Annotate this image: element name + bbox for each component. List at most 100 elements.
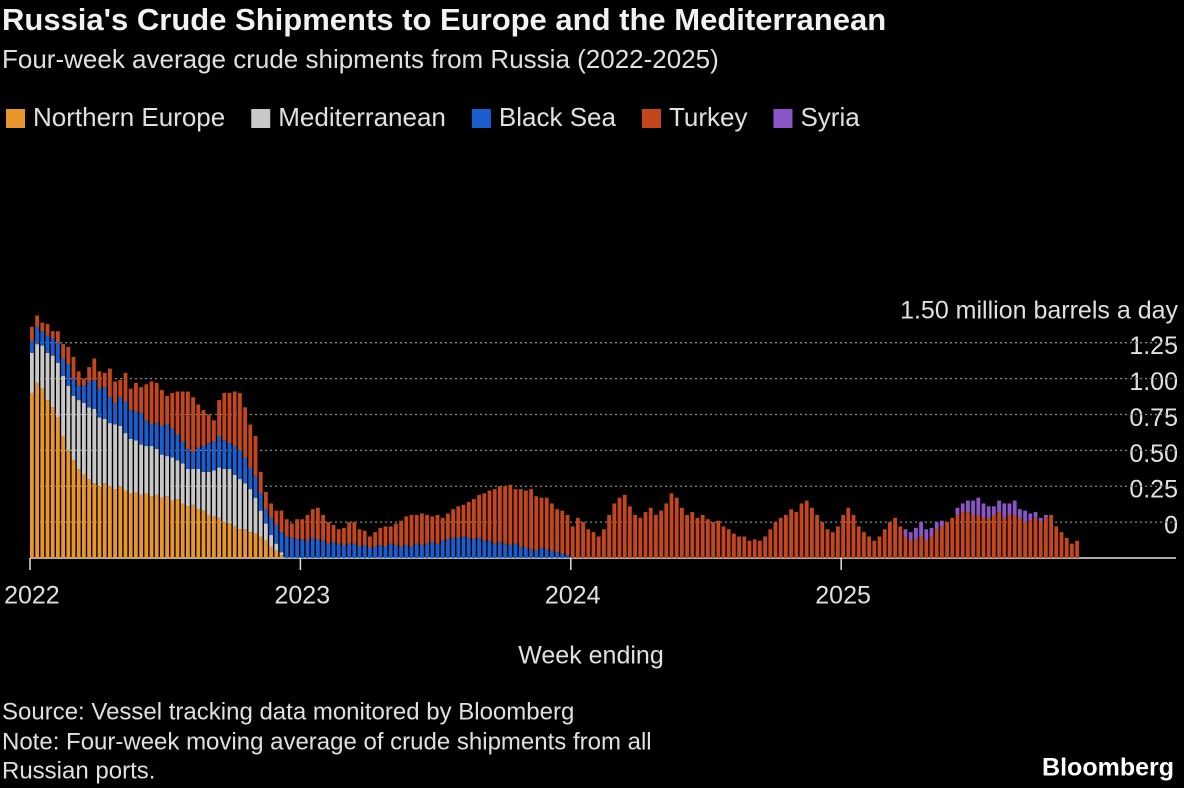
bar-segment	[316, 539, 320, 558]
bar-segment	[50, 355, 55, 408]
bar-segment	[238, 479, 242, 530]
bar-segment	[56, 331, 60, 343]
brand: Bloomberg	[1042, 754, 1174, 782]
bar-segment	[222, 469, 227, 523]
bar-segment	[394, 545, 398, 558]
bar-segment	[529, 549, 533, 558]
bar-segment	[716, 520, 721, 558]
bar-segment	[30, 352, 34, 393]
bar-segment	[659, 510, 663, 558]
bar-segment	[342, 545, 346, 558]
bar-segment	[357, 546, 362, 558]
bar-segment	[128, 388, 133, 411]
bar-segment	[425, 543, 429, 558]
bar-segment	[1028, 513, 1033, 521]
bar-segment	[279, 532, 284, 553]
bar-segment	[71, 460, 76, 558]
bar-segment	[929, 536, 934, 558]
bar-segment	[898, 526, 903, 558]
bar-segment	[633, 514, 637, 558]
bar-segment	[914, 527, 918, 540]
bar-segment	[264, 540, 268, 558]
bar-segment	[160, 390, 164, 426]
legend-swatch	[251, 109, 271, 128]
bar-segment	[1002, 517, 1007, 558]
bar-segment	[430, 542, 435, 558]
bar-segment	[1044, 517, 1048, 558]
bar-segment	[420, 513, 424, 546]
bar-segment	[1018, 509, 1022, 518]
bar-segment	[456, 537, 461, 558]
bar-segment	[144, 384, 149, 421]
bar-segment	[664, 503, 669, 558]
bar-segment	[560, 553, 565, 558]
bar-segment	[165, 424, 169, 457]
y-tick-label: 0.75	[1129, 404, 1178, 432]
bar-segment	[217, 467, 221, 518]
bar-segment	[40, 345, 45, 389]
bar-segment	[191, 504, 195, 558]
bar-segment	[123, 401, 128, 434]
bar-segment	[316, 507, 320, 540]
bar-segment	[711, 522, 715, 558]
bar-segment	[160, 454, 164, 498]
bar-segment	[87, 407, 91, 480]
bar-segment	[534, 496, 539, 551]
bar-segment	[269, 535, 273, 547]
bar-segment	[82, 378, 86, 386]
bar-segment	[893, 517, 897, 558]
bar-segment	[139, 387, 143, 414]
bar-segment	[929, 527, 934, 537]
footnote: Russian ports.	[2, 757, 155, 784]
bar-segment	[784, 514, 788, 558]
bar-segment	[35, 382, 39, 558]
bar-segment	[680, 507, 684, 558]
bar-segment	[721, 526, 726, 558]
bar-segment	[1007, 514, 1012, 558]
bar-segment	[373, 532, 377, 547]
bar-segment	[97, 371, 102, 389]
bar-segment	[383, 546, 388, 558]
bar-segment	[123, 433, 128, 491]
bar-segment	[201, 471, 206, 511]
bar-segment	[180, 463, 185, 504]
bar-segment	[222, 522, 227, 558]
bar-segment	[206, 443, 211, 472]
bar-segment	[212, 441, 216, 471]
bar-segment	[30, 341, 34, 353]
bar-segment	[820, 522, 825, 558]
x-tick-label: 2023	[274, 582, 330, 610]
bar-segment	[56, 342, 60, 363]
bar-segment	[56, 417, 60, 558]
bar-segment	[191, 397, 195, 452]
bar-segment	[690, 512, 695, 558]
bar-segment	[71, 395, 76, 461]
bar-segment	[232, 474, 237, 527]
bar-segment	[61, 375, 65, 436]
bar-segment	[492, 489, 497, 544]
bar-segment	[976, 514, 981, 558]
bar-segment	[914, 539, 918, 558]
bar-segment	[66, 385, 71, 451]
bar-segment	[971, 500, 975, 515]
bar-segment	[685, 514, 689, 558]
bar-segment	[550, 550, 554, 558]
bar-segment	[581, 522, 585, 558]
y-tick-label: 1.00	[1129, 368, 1178, 396]
bar-segment	[706, 519, 710, 558]
bar-segment	[186, 506, 190, 558]
bar-segment	[144, 446, 149, 494]
bar-segment	[352, 543, 357, 558]
bar-segment	[35, 326, 39, 345]
bar-segment	[227, 469, 232, 524]
bar-segment	[82, 402, 86, 475]
bar-segment	[310, 537, 315, 558]
bar-segment	[238, 529, 242, 558]
bar-segment	[290, 523, 294, 538]
bar-segment	[40, 322, 45, 332]
bar-segment	[66, 450, 71, 558]
bar-segment	[196, 447, 201, 470]
bar-segment	[934, 522, 939, 530]
bar-segment	[804, 500, 809, 558]
